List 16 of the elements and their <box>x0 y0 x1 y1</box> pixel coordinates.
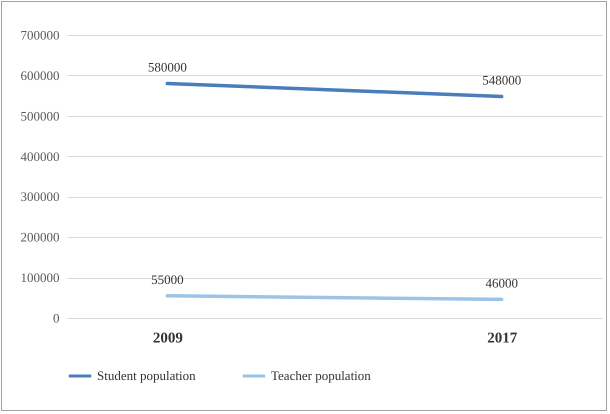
x-tick-label: 2017 <box>487 330 518 346</box>
y-tick-label: 300000 <box>20 189 60 204</box>
data-label: 55000 <box>151 272 184 287</box>
data-label: 580000 <box>148 60 187 75</box>
y-tick-label: 0 <box>53 310 60 326</box>
y-tick-label: 700000 <box>20 28 60 42</box>
x-tick-label: 2009 <box>152 330 183 346</box>
legend-label: Student population <box>97 368 196 383</box>
y-tick-label: 600000 <box>20 68 60 83</box>
data-label: 548000 <box>482 72 522 88</box>
y-tick-label: 100000 <box>20 270 60 286</box>
y-tick-label: 500000 <box>20 108 60 124</box>
y-tick-label: 400000 <box>20 148 60 164</box>
legend-label: Teacher population <box>271 368 372 383</box>
data-label: 46000 <box>485 275 518 290</box>
y-tick-label: 200000 <box>20 230 60 245</box>
